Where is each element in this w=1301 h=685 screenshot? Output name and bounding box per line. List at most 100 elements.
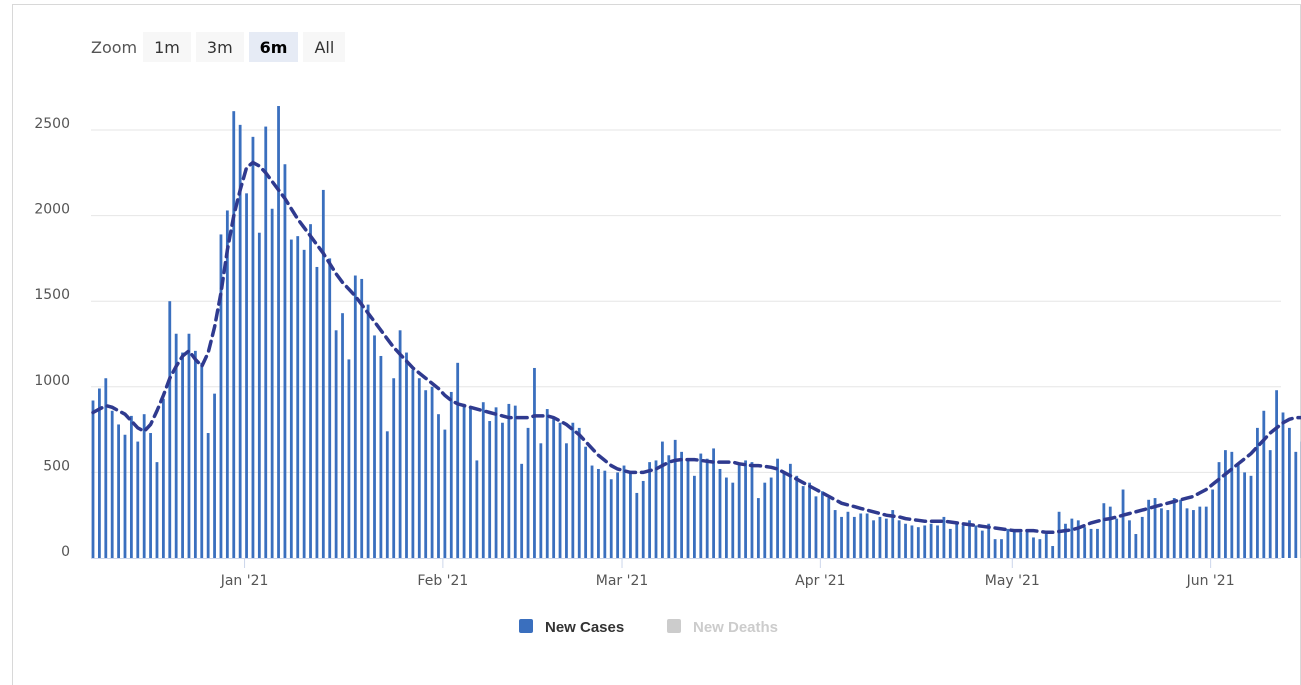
case-bar[interactable] <box>975 525 978 558</box>
case-bar[interactable] <box>616 472 619 558</box>
case-bar[interactable] <box>1026 531 1029 558</box>
case-bar[interactable] <box>789 464 792 558</box>
case-bar[interactable] <box>655 460 658 558</box>
case-bar[interactable] <box>821 491 824 558</box>
case-bar[interactable] <box>124 435 127 558</box>
case-bar[interactable] <box>1070 519 1073 558</box>
case-bar[interactable] <box>1160 508 1163 558</box>
case-bar[interactable] <box>802 486 805 558</box>
case-bar[interactable] <box>1019 532 1022 558</box>
case-bar[interactable] <box>367 305 370 558</box>
case-bar[interactable] <box>1243 472 1246 558</box>
case-bar[interactable] <box>1179 500 1182 558</box>
case-bar[interactable] <box>200 363 203 558</box>
case-bar[interactable] <box>1166 510 1169 558</box>
case-bar[interactable] <box>571 423 574 558</box>
case-bar[interactable] <box>597 469 600 558</box>
case-bar[interactable] <box>667 455 670 558</box>
case-bar[interactable] <box>591 466 594 558</box>
case-bar[interactable] <box>1083 527 1086 558</box>
case-bar[interactable] <box>527 428 530 558</box>
case-bar[interactable] <box>399 330 402 558</box>
case-bar[interactable] <box>309 224 312 558</box>
case-bar[interactable] <box>917 527 920 558</box>
case-bar[interactable] <box>1288 428 1291 558</box>
case-bar[interactable] <box>815 496 818 558</box>
case-bar[interactable] <box>1038 539 1041 558</box>
case-bar[interactable] <box>1102 503 1105 558</box>
case-bar[interactable] <box>872 520 875 558</box>
case-bar[interactable] <box>149 433 152 558</box>
case-bar[interactable] <box>328 258 331 558</box>
case-bar[interactable] <box>284 164 287 558</box>
case-bar[interactable] <box>98 389 101 558</box>
case-bar[interactable] <box>610 479 613 558</box>
case-bar[interactable] <box>699 454 702 558</box>
case-bar[interactable] <box>962 525 965 558</box>
case-bar[interactable] <box>162 399 165 558</box>
case-bar[interactable] <box>1051 546 1054 558</box>
case-bar[interactable] <box>840 517 843 558</box>
case-bar[interactable] <box>437 414 440 558</box>
case-bar[interactable] <box>795 476 798 558</box>
case-bar[interactable] <box>424 390 427 558</box>
case-bar[interactable] <box>1218 462 1221 558</box>
case-bar[interactable] <box>1109 507 1112 558</box>
case-bar[interactable] <box>392 378 395 558</box>
case-bar[interactable] <box>808 483 811 558</box>
case-bar[interactable] <box>335 330 338 558</box>
case-bar[interactable] <box>1032 537 1035 558</box>
case-bar[interactable] <box>418 378 421 558</box>
case-bar[interactable] <box>130 416 133 558</box>
case-bar[interactable] <box>539 443 542 558</box>
case-bar[interactable] <box>1006 529 1009 558</box>
case-bar[interactable] <box>923 525 926 558</box>
case-bar[interactable] <box>431 387 434 558</box>
case-bar[interactable] <box>373 335 376 558</box>
case-bar[interactable] <box>277 106 280 558</box>
case-bar[interactable] <box>847 512 850 558</box>
case-bar[interactable] <box>501 423 504 558</box>
case-bar[interactable] <box>783 472 786 558</box>
case-bar[interactable] <box>770 478 773 558</box>
case-bar[interactable] <box>1262 411 1265 558</box>
case-bar[interactable] <box>514 406 517 558</box>
case-bar[interactable] <box>731 483 734 558</box>
case-bar[interactable] <box>1090 529 1093 558</box>
case-bar[interactable] <box>411 370 414 558</box>
case-bar[interactable] <box>456 363 459 558</box>
case-bar[interactable] <box>264 127 267 558</box>
legend-new-deaths-label[interactable]: New Deaths <box>693 619 778 636</box>
case-bar[interactable] <box>488 421 491 558</box>
case-bar[interactable] <box>943 517 946 558</box>
case-bar[interactable] <box>1269 450 1272 558</box>
case-bar[interactable] <box>879 517 882 558</box>
case-bar[interactable] <box>194 351 197 558</box>
case-bar[interactable] <box>1000 539 1003 558</box>
case-bar[interactable] <box>725 478 728 558</box>
case-bar[interactable] <box>661 442 664 558</box>
case-bar[interactable] <box>763 483 766 558</box>
case-bar[interactable] <box>1115 519 1118 558</box>
case-bar[interactable] <box>930 524 933 558</box>
case-bar[interactable] <box>469 407 472 558</box>
case-bar[interactable] <box>635 493 638 558</box>
case-bar[interactable] <box>546 409 549 558</box>
case-bar[interactable] <box>687 459 690 558</box>
case-bar[interactable] <box>1275 390 1278 558</box>
case-bar[interactable] <box>751 462 754 558</box>
case-bar[interactable] <box>994 539 997 558</box>
case-bar[interactable] <box>443 430 446 558</box>
case-bar[interactable] <box>719 469 722 558</box>
case-bar[interactable] <box>955 524 958 558</box>
case-bar[interactable] <box>936 525 939 558</box>
case-bar[interactable] <box>348 359 351 558</box>
case-bar[interactable] <box>623 466 626 558</box>
case-bar[interactable] <box>706 459 709 558</box>
case-bar[interactable] <box>1013 531 1016 558</box>
case-bar[interactable] <box>341 313 344 558</box>
case-bar[interactable] <box>648 462 651 558</box>
case-bar[interactable] <box>136 442 139 558</box>
case-bar[interactable] <box>507 404 510 558</box>
case-bar[interactable] <box>520 464 523 558</box>
